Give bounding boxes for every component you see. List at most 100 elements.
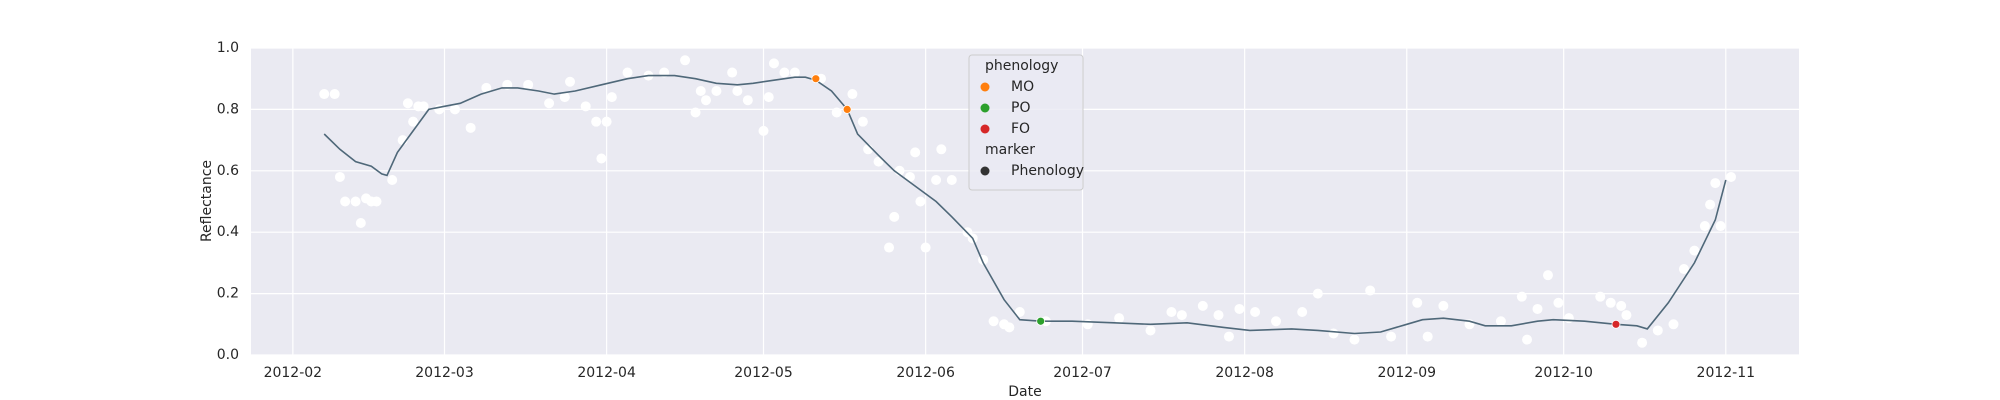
observation-point <box>931 175 942 186</box>
observation-point <box>1176 310 1187 321</box>
observation-point <box>920 242 931 253</box>
observation-point <box>1197 300 1208 311</box>
observation-point <box>1004 322 1015 333</box>
observation-point <box>768 58 779 69</box>
observation-point <box>1114 313 1125 324</box>
observation-point <box>1312 288 1323 299</box>
observation-point <box>1668 319 1679 330</box>
observation-point <box>1726 171 1737 182</box>
observation-point <box>732 85 743 96</box>
observation-point <box>1014 307 1025 318</box>
observation-point <box>946 175 957 186</box>
observation-point <box>873 156 884 167</box>
observation-point <box>1532 303 1543 314</box>
legend-marker <box>980 82 990 92</box>
observation-point <box>1495 316 1506 327</box>
legend-label: Phenology <box>1011 163 1084 179</box>
observation-point <box>1563 313 1574 324</box>
observation-point <box>690 107 701 118</box>
observation-point <box>1386 331 1397 342</box>
observation-point <box>622 67 633 78</box>
observation-point <box>1250 307 1261 318</box>
y-tick-label: 0.6 <box>217 163 239 179</box>
legend-box <box>968 54 1084 191</box>
observation-point <box>1349 334 1360 345</box>
observation-point <box>910 147 921 158</box>
observation-point <box>559 92 570 103</box>
x-tick-label: 2012-02 <box>264 365 323 381</box>
observation-point <box>847 89 858 100</box>
observation-point <box>1542 270 1553 281</box>
observation-point <box>1637 337 1648 348</box>
legend-label: MO <box>1011 79 1034 95</box>
observation-point <box>1328 328 1339 339</box>
observation-point <box>1438 300 1449 311</box>
observation-point <box>544 98 555 109</box>
observation-point <box>334 171 345 182</box>
observation-point <box>1710 178 1721 189</box>
observation-point <box>727 67 738 78</box>
observation-point <box>1297 307 1308 318</box>
phenology-point <box>1036 316 1046 326</box>
observation-point <box>481 82 492 93</box>
x-tick-label: 2012-10 <box>1534 365 1593 381</box>
y-tick-label: 1.0 <box>217 40 239 56</box>
observation-point <box>1365 285 1376 296</box>
observation-point <box>1082 319 1093 330</box>
observation-point <box>1522 334 1533 345</box>
observation-point <box>350 196 361 207</box>
observation-point <box>758 125 769 136</box>
observation-point <box>1605 297 1616 308</box>
observation-point <box>408 116 419 127</box>
observation-point <box>596 153 607 164</box>
observation-point <box>1234 303 1245 314</box>
x-tick-label: 2012-08 <box>1215 365 1274 381</box>
observation-point <box>1223 331 1234 342</box>
observation-point <box>1652 325 1663 336</box>
observation-point <box>387 175 398 186</box>
legend-marker <box>980 166 990 176</box>
observation-point <box>340 196 351 207</box>
y-tick-label: 0.0 <box>217 347 239 363</box>
observation-point <box>695 85 706 96</box>
observation-point <box>1715 221 1726 232</box>
observation-point <box>1595 291 1606 302</box>
x-tick-label: 2012-11 <box>1697 365 1756 381</box>
observation-point <box>580 101 591 112</box>
y-axis-label: Reflectance <box>199 160 215 242</box>
legend-label: PO <box>1011 100 1030 116</box>
observation-point <box>988 316 999 327</box>
legend-subtitle: marker <box>985 142 1035 158</box>
y-tick-label: 0.2 <box>217 286 239 302</box>
observation-point <box>402 98 413 109</box>
observation-point <box>884 242 895 253</box>
phenology-point <box>1611 319 1621 329</box>
observation-point <box>1412 297 1423 308</box>
observation-point <box>1621 310 1632 321</box>
x-tick-label: 2012-05 <box>734 365 793 381</box>
y-tick-label: 0.8 <box>217 101 239 117</box>
observation-point <box>1616 300 1627 311</box>
observation-point <box>319 89 330 100</box>
x-axis-label: Date <box>1008 384 1041 400</box>
phenology-point <box>811 74 821 84</box>
observation-point <box>1689 245 1700 256</box>
observation-point <box>418 101 429 112</box>
observation-point <box>680 55 691 66</box>
observation-point <box>700 95 711 106</box>
observation-point <box>355 217 366 228</box>
observation-point <box>371 196 382 207</box>
observation-point <box>889 211 900 222</box>
observation-point <box>1422 331 1433 342</box>
observation-point <box>465 122 476 133</box>
observation-point <box>606 92 617 103</box>
x-tick-label: 2012-06 <box>896 365 955 381</box>
observation-point <box>591 116 602 127</box>
observation-point <box>779 67 790 78</box>
observation-point <box>601 116 612 127</box>
observation-point <box>763 92 774 103</box>
observation-point <box>523 79 534 90</box>
legend-label: FO <box>1011 121 1030 137</box>
observation-point <box>789 67 800 78</box>
